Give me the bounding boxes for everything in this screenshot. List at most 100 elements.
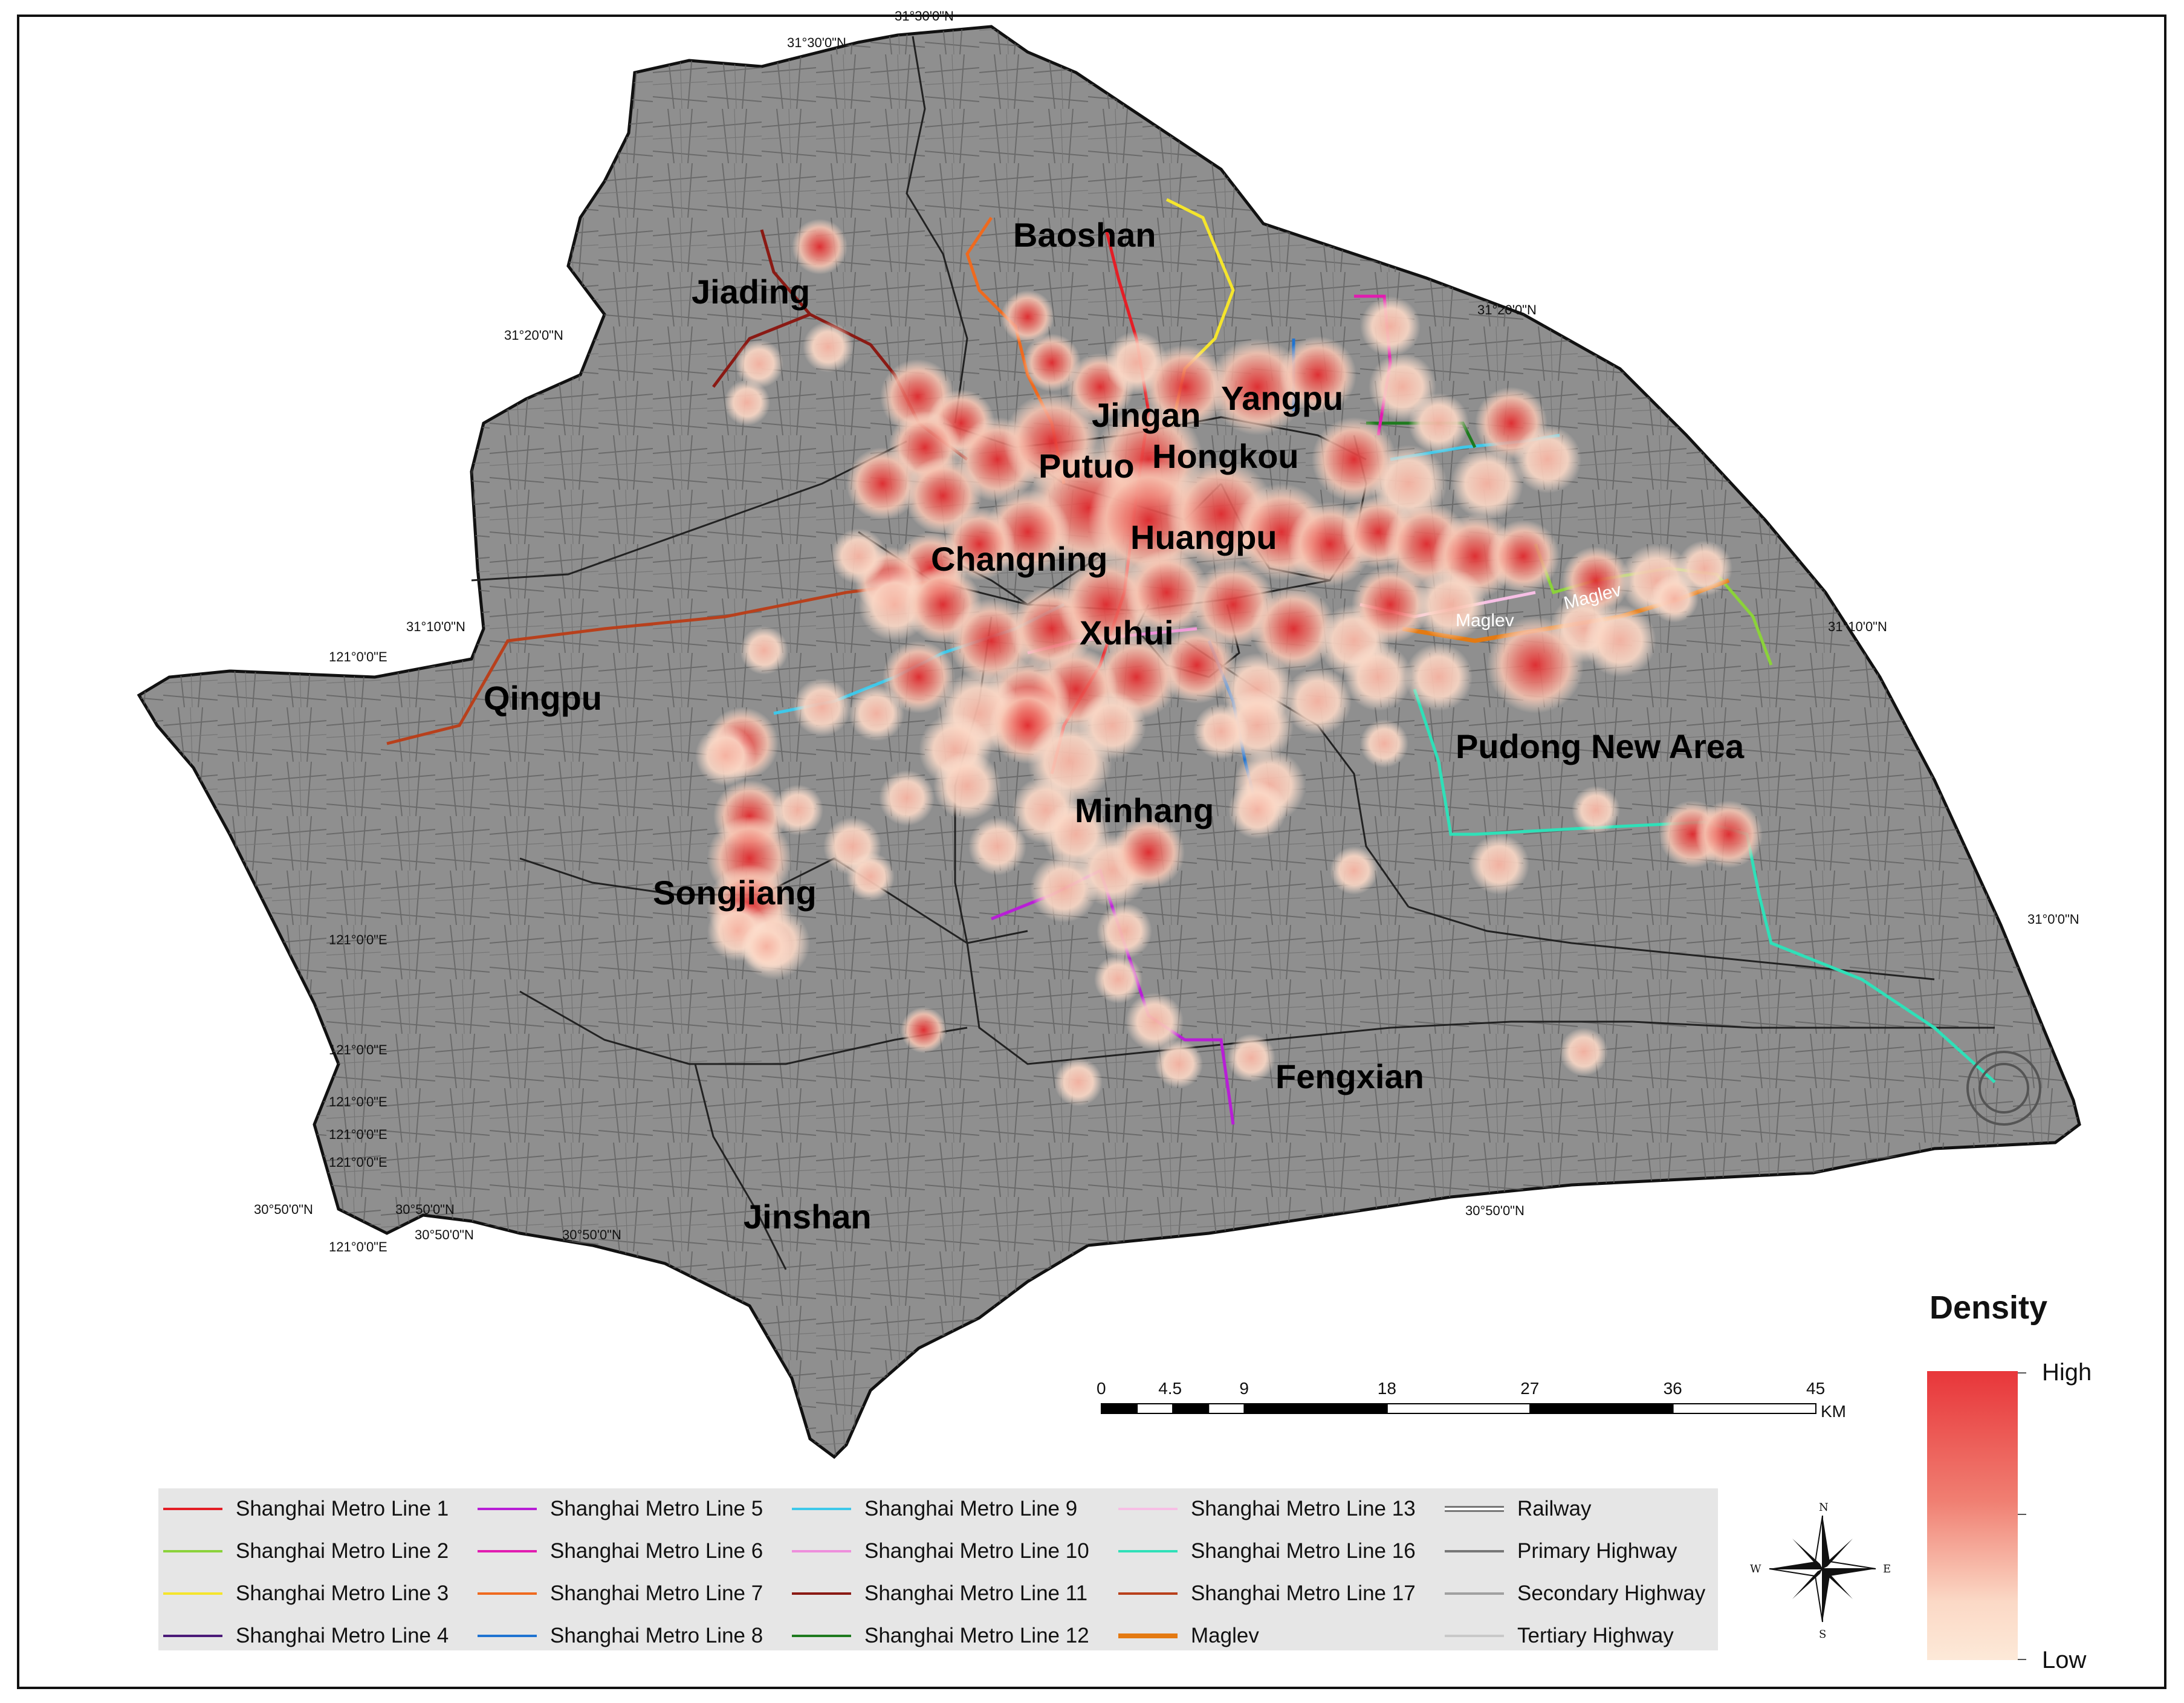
density-hotspot (792, 219, 847, 274)
legend-item: Shanghai Metro Line 13 (1118, 1491, 1416, 1527)
coord-label: 121°0'0"E (329, 1239, 387, 1254)
legend-label: Maglev (1191, 1624, 1259, 1647)
density-hotspot (1094, 955, 1142, 1004)
density-hotspot (793, 678, 851, 736)
legend-swatch-icon (1118, 1592, 1178, 1595)
legend-swatch-icon (1445, 1550, 1504, 1552)
density-high-label: High (2042, 1359, 2092, 1386)
legend-label: Railway (1517, 1497, 1592, 1520)
density-hotspot (1695, 800, 1763, 868)
legend-panel: Shanghai Metro Line 1 Shanghai Metro Line… (158, 1488, 1718, 1650)
legend-label: Primary Highway (1517, 1539, 1677, 1563)
density-hotspot (1451, 447, 1523, 520)
district-label-qingpu: Qingpu (484, 679, 602, 717)
district-label-pudong: Pudong New Area (1456, 727, 1745, 765)
legend-swatch-icon (478, 1550, 537, 1552)
coord-label: 31°30'0"N (895, 8, 954, 24)
legend-label: Shanghai Metro Line 17 (1191, 1581, 1416, 1605)
scale-bar: 0 4.5 9 18 27 36 45 KM (1097, 1379, 1846, 1421)
legend-item: Shanghai Metro Line 3 (163, 1575, 449, 1612)
district-label-huangpu: Huangpu (1130, 518, 1277, 556)
district-label-putuo: Putuo (1039, 447, 1135, 485)
density-hotspot (1650, 574, 1699, 623)
density-hotspot (1584, 605, 1656, 677)
density-hotspot (933, 752, 1001, 820)
density-hotspot (1126, 993, 1184, 1051)
coord-label: 31°30'0"N (787, 35, 846, 50)
scale-tick-label: 27 (1520, 1379, 1539, 1398)
legend-swatch-icon (163, 1592, 222, 1595)
scale-segment (1172, 1403, 1210, 1414)
density-hotspot (879, 770, 935, 826)
density-hotspot (1112, 816, 1185, 889)
density-hotspot (724, 380, 770, 426)
legend-swatch-icon (163, 1635, 222, 1637)
district-label-xuhui: Xuhui (1080, 614, 1174, 652)
legend-swatch-icon (1118, 1508, 1178, 1510)
scale-tick-label: 36 (1664, 1379, 1682, 1398)
legend-label: Tertiary Highway (1517, 1624, 1674, 1647)
density-hotspot (1312, 417, 1396, 502)
density-hotspot (1487, 520, 1560, 592)
legend-item: Shanghai Metro Line 8 (478, 1618, 763, 1654)
compass-w: W (1750, 1563, 1761, 1575)
coord-label: 31°10'0"N (406, 619, 465, 634)
density-hotspot (803, 322, 854, 372)
legend-swatch-icon (792, 1592, 851, 1595)
scale-segment (1101, 1403, 1138, 1414)
metro-line-11-branch (712, 313, 811, 388)
scale-tick-label: 45 (1806, 1379, 1825, 1398)
coord-label: 121°0'0"E (329, 1127, 387, 1142)
density-hotspot (1227, 1034, 1275, 1082)
legend-swatch-icon (1118, 1550, 1178, 1552)
scale-tick-label: 18 (1378, 1379, 1396, 1398)
density-hotspot (1251, 586, 1336, 671)
density-legend-title: Density (1930, 1289, 2048, 1326)
airport-ring (1966, 1051, 2041, 1126)
legend-item: Shanghai Metro Line 2 (163, 1533, 449, 1569)
legend-label: Shanghai Metro Line 6 (550, 1539, 763, 1563)
compass-e: E (1883, 1563, 1891, 1575)
legend-item: Shanghai Metro Line 1 (163, 1491, 449, 1527)
coord-label: 121°0'0"E (329, 1155, 387, 1170)
compass-s: S (1819, 1628, 1826, 1641)
density-heat (695, 219, 1763, 1106)
legend-item: Maglev (1118, 1618, 1259, 1654)
legend-item: Shanghai Metro Line 12 (792, 1618, 1089, 1654)
density-hotspot (1352, 566, 1429, 643)
density-hotspot (1155, 1040, 1203, 1088)
coord-label: 31°10'0"N (1828, 619, 1887, 634)
legend-item: Shanghai Metro Line 9 (792, 1491, 1077, 1527)
legend-item: Shanghai Metro Line 17 (1118, 1575, 1416, 1612)
legend-item: Shanghai Metro Line 11 (792, 1575, 1087, 1612)
legend-swatch-icon (478, 1592, 537, 1595)
density-hotspot (1562, 547, 1630, 614)
density-tick (2018, 1659, 2026, 1660)
density-hotspot (846, 852, 895, 901)
density-hotspot (773, 785, 823, 835)
district-label-songjiang: Songjiang (653, 874, 817, 912)
coord-label: 121°0'0"E (329, 932, 387, 947)
scale-unit-label: KM (1821, 1402, 1846, 1421)
density-hotspot (968, 817, 1026, 875)
legend-label: Shanghai Metro Line 1 (236, 1497, 449, 1520)
legend-swatch-icon (163, 1550, 222, 1552)
density-tick (2018, 1372, 2026, 1374)
legend-swatch-icon (792, 1508, 851, 1510)
scale-segment (1529, 1403, 1674, 1414)
legend-item: Shanghai Metro Line 5 (478, 1491, 763, 1527)
legend-label: Shanghai Metro Line 5 (550, 1497, 763, 1520)
coord-label: 30°50'0"N (254, 1202, 313, 1217)
coordinate-labels: 31°30'0"N 31°30'0"N 31°20'0"N 31°20'0"N … (254, 8, 2079, 1254)
maglev-label-1: Maglev (1456, 611, 1514, 631)
density-hotspot (1054, 1058, 1103, 1106)
density-hotspot (1360, 719, 1408, 768)
scale-tick-label: 9 (1239, 1379, 1249, 1398)
district-label-fengxian: Fengxian (1275, 1057, 1424, 1095)
density-hotspot (1279, 336, 1356, 414)
density-hotspot (741, 921, 792, 972)
district-label-jiading: Jiading (692, 273, 810, 311)
density-hotspot (1078, 692, 1146, 759)
legend-swatch-icon (478, 1635, 537, 1637)
legend-item: Shanghai Metro Line 10 (792, 1533, 1089, 1569)
